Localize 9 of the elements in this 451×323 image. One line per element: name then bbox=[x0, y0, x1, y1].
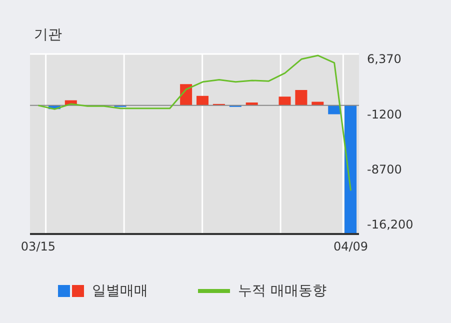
x-tick-label: 03/15 bbox=[20, 240, 56, 254]
y-tick-label: -16,200 bbox=[367, 218, 414, 232]
y-tick-label: 6,370 bbox=[367, 52, 402, 66]
y-tick-label: -8700 bbox=[367, 162, 402, 177]
x-tick-label: 04/09 bbox=[333, 240, 368, 254]
y-tick-label: -1200 bbox=[367, 108, 402, 122]
legend-label: 누적 매매동향 bbox=[238, 282, 326, 300]
legend-label: 일별매매 bbox=[92, 282, 148, 300]
y-axis-title: 기관 bbox=[34, 26, 62, 44]
